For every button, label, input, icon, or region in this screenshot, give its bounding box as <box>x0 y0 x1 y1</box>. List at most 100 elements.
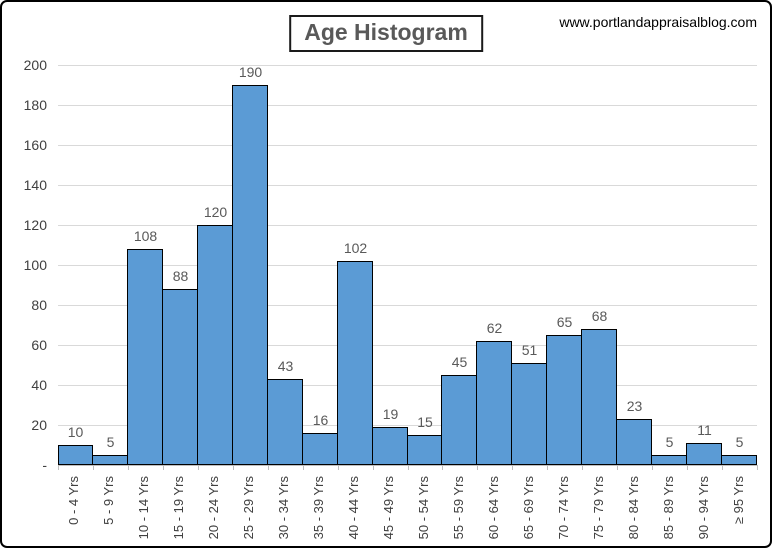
x-tick-mark <box>547 465 548 470</box>
x-category-label-text: 25 - 29 Yrs <box>241 476 257 540</box>
x-tick-mark <box>373 465 374 470</box>
histogram-bar <box>616 419 652 465</box>
gridline <box>58 105 757 106</box>
histogram-bar <box>546 335 582 465</box>
x-tick-mark <box>93 465 94 470</box>
bar-value-label: 68 <box>591 308 608 324</box>
x-tick-mark <box>163 465 164 470</box>
gridline <box>58 425 757 426</box>
y-tick-label: 20 <box>31 417 47 433</box>
y-tick-label: 140 <box>23 177 47 193</box>
gridline <box>58 145 757 146</box>
x-tick-mark <box>722 465 723 470</box>
x-category-label-text: 70 - 74 Yrs <box>555 476 571 540</box>
x-category-label-text: 50 - 54 Yrs <box>415 476 431 540</box>
y-tick-label: 200 <box>23 57 47 73</box>
y-tick-label: 160 <box>23 137 47 153</box>
bar-value-label: 11 <box>697 422 712 438</box>
gridline <box>58 385 757 386</box>
chart-title: Age Histogram <box>289 15 483 52</box>
bar-value-label: 120 <box>203 204 228 220</box>
x-tick-mark <box>757 465 758 470</box>
x-category-label-text: 35 - 39 Yrs <box>311 476 327 540</box>
histogram-bar <box>407 435 442 465</box>
x-category-label-text: 10 - 14 Yrs <box>136 476 152 540</box>
gridline <box>58 225 757 226</box>
gridline <box>58 65 757 66</box>
bar-value-label: 108 <box>133 228 158 244</box>
histogram-bar <box>686 443 722 465</box>
x-category-label-text: 45 - 49 Yrs <box>381 476 397 540</box>
x-tick-mark <box>268 465 269 470</box>
histogram-bar <box>511 363 547 465</box>
histogram-bar <box>127 249 163 465</box>
bar-value-label: 43 <box>277 358 294 374</box>
histogram-bar <box>302 433 338 465</box>
histogram-bar <box>581 329 617 465</box>
bar-value-label: 10 <box>67 424 84 440</box>
histogram-bar <box>476 341 512 465</box>
bar-value-label: 19 <box>382 406 399 422</box>
y-tick-label: 80 <box>31 297 47 313</box>
x-category-label-text: ≥ 95 Yrs <box>730 476 746 525</box>
gridline <box>58 185 757 186</box>
y-tick-label: 180 <box>23 97 47 113</box>
histogram-bar <box>651 455 687 465</box>
x-tick-mark <box>198 465 199 470</box>
y-tick-label: 100 <box>23 257 47 273</box>
x-tick-mark <box>128 465 129 470</box>
x-category-label-text: 55 - 59 Yrs <box>450 476 466 540</box>
x-tick-mark <box>338 465 339 470</box>
gridline <box>58 345 757 346</box>
bar-value-label: 5 <box>665 434 674 450</box>
bar-value-label: 62 <box>486 320 503 336</box>
gridline <box>58 305 757 306</box>
bar-value-label: 88 <box>172 268 189 284</box>
y-tick-label: 120 <box>23 217 47 233</box>
bar-value-label: 15 <box>417 414 433 430</box>
website-watermark: www.portlandappraisalblog.com <box>559 14 757 30</box>
histogram-bar <box>721 455 757 465</box>
x-category-label-text: 85 - 89 Yrs <box>660 476 676 540</box>
x-category-label-text: 65 - 69 Yrs <box>520 476 536 540</box>
histogram-bar <box>232 85 268 465</box>
x-axis-line <box>58 465 757 466</box>
bar-value-label: 16 <box>312 412 329 428</box>
histogram-bar <box>441 375 477 465</box>
x-category-label-text: 90 - 94 Yrs <box>695 476 711 540</box>
plot-area: 10 5 108 88 120 190 43 16 102 19 15 45 62 51 65 68 23 5 11… <box>58 64 757 466</box>
y-tick-label: - <box>42 457 47 473</box>
x-tick-mark <box>477 465 478 470</box>
x-tick-mark <box>408 465 409 470</box>
x-category-label-text: 60 - 64 Yrs <box>485 476 501 540</box>
x-category-label-text: 40 - 44 Yrs <box>346 476 362 540</box>
x-category-label: ≥ 95 Yrs <box>731 476 770 524</box>
x-tick-mark <box>303 465 304 470</box>
x-tick-mark <box>652 465 653 470</box>
x-category-label-text: 75 - 79 Yrs <box>590 476 606 540</box>
x-category-label-text: 80 - 84 Yrs <box>625 476 641 540</box>
y-tick-label: 40 <box>31 377 47 393</box>
x-tick-mark <box>58 465 59 470</box>
x-category-label-text: 15 - 19 Yrs <box>171 476 187 540</box>
histogram-bar <box>92 455 128 465</box>
bar-value-label: 45 <box>451 354 468 370</box>
histogram-bar <box>337 261 373 465</box>
histogram-bar <box>267 379 303 465</box>
histogram-bar <box>58 445 93 465</box>
bar-value-label: 190 <box>238 64 263 80</box>
x-tick-mark <box>233 465 234 470</box>
x-tick-mark <box>617 465 618 470</box>
bar-value-label: 23 <box>626 398 643 414</box>
bar-value-label: 5 <box>735 434 744 450</box>
x-tick-mark <box>687 465 688 470</box>
y-tick-label: 60 <box>31 337 47 353</box>
x-category-label-text: 5 - 9 Yrs <box>101 476 117 525</box>
x-category-label-text: 30 - 34 Yrs <box>276 476 292 540</box>
x-category-label-text: 0 - 4 Yrs <box>66 476 82 525</box>
bar-value-label: 65 <box>556 314 573 330</box>
x-tick-mark <box>582 465 583 470</box>
bar-value-label: 102 <box>343 240 368 256</box>
histogram-bar <box>372 427 408 465</box>
